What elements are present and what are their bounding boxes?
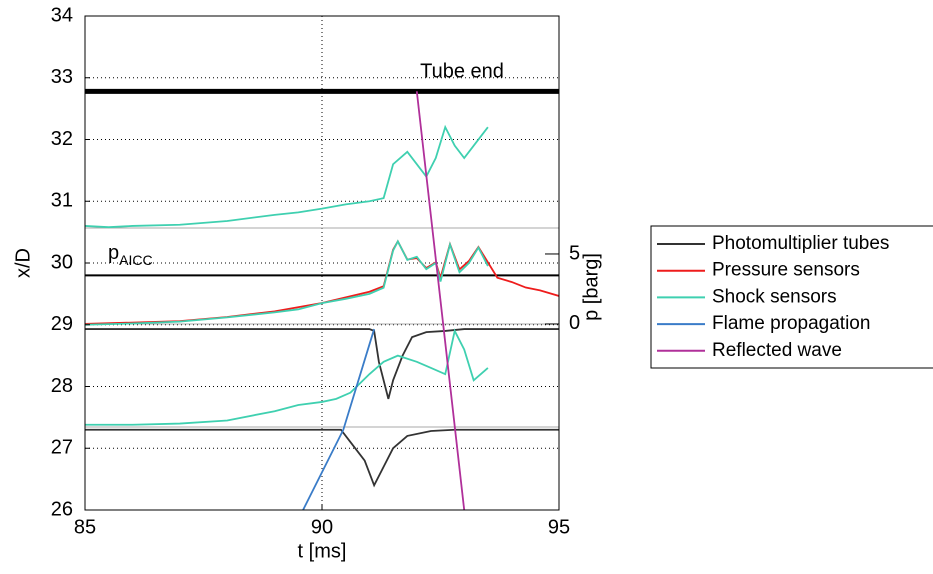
y-tick-label: 33 [51,66,73,88]
legend: Photomultiplier tubes Pressure sensors Sho… [650,225,933,369]
y2-tick-label: 0 [569,312,580,334]
legend-label: Pressure sensors [712,260,860,281]
y-tick-label: 27 [51,437,73,459]
y-tick-label: 30 [51,251,73,273]
x-tick-label: 95 [548,516,570,538]
legend-label: Photomultiplier tubes [712,233,889,254]
y-tick-label: 32 [51,128,73,150]
y-tick-label: 28 [51,375,73,397]
legend-label: Flame propagation [712,313,870,334]
annotation: pAICC [108,242,153,267]
y-axis-label: x/D [12,248,34,278]
series-line [415,91,466,510]
x-axis-label: t [ms] [298,540,347,562]
x-tick-label: 90 [311,516,333,538]
series-line [85,428,559,488]
y-tick-label: 31 [51,190,73,212]
series-line [85,239,559,325]
y2-tick-label: 5 [569,242,580,264]
axes: 85 90 95 26 27 28 29 30 31 32 33 34 0 5 [51,4,580,538]
x-tick-label: 85 [74,516,96,538]
annotation: Tube end [420,60,504,82]
annotation-main: p [108,242,119,264]
y2-axis-label: p [barg] [580,253,602,321]
plot-area [85,88,559,510]
series-line [302,328,376,510]
y-tick-label: 29 [51,313,73,335]
series-line [85,328,489,426]
annotation-sub: AICC [119,252,152,268]
series-line [85,239,489,326]
legend-label: Shock sensors [712,286,837,307]
legend-label: Reflected wave [712,340,842,361]
y-tick-label: 34 [51,4,73,26]
series-line [85,124,489,229]
y-tick-label: 26 [51,498,73,520]
